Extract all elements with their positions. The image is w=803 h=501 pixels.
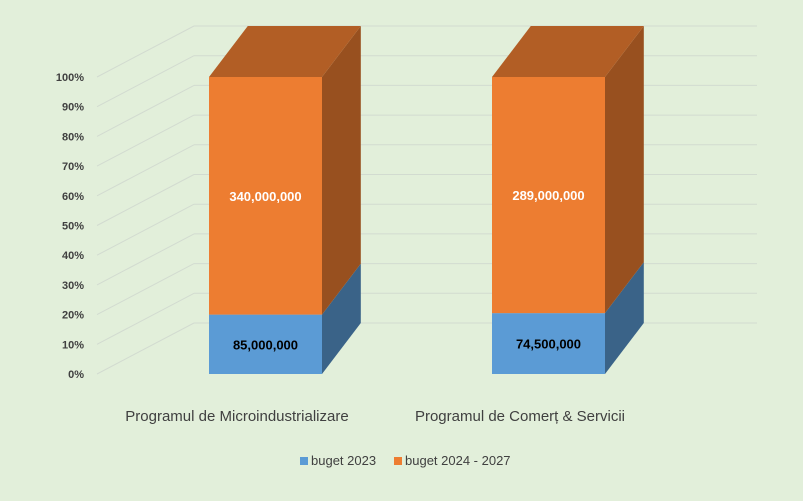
bar-segment: [209, 314, 322, 374]
legend-label: buget 2023: [311, 453, 376, 468]
data-label: 85,000,000: [233, 337, 298, 352]
gridline-side: [96, 292, 195, 345]
y-tick-label: 30%: [62, 280, 84, 292]
x-category-label: Programul de Microindustrializare: [125, 408, 348, 425]
y-tick-label: 10%: [62, 339, 84, 351]
y-tick-label: 70%: [62, 161, 84, 173]
gridline-side: [96, 263, 195, 316]
bar-segment: [492, 77, 605, 314]
bar-side-face: [605, 26, 644, 314]
y-tick-label: 20%: [62, 310, 84, 322]
gridline-side: [96, 174, 195, 226]
gridline-side: [96, 55, 195, 108]
gridline-side: [96, 144, 195, 197]
legend-swatch: [300, 457, 308, 465]
bar-top-face: [209, 26, 361, 77]
gridline-side: [96, 322, 195, 375]
gridline-side: [96, 233, 195, 286]
legend-swatch: [394, 457, 402, 465]
gridline-side: [96, 84, 195, 137]
legend-label: buget 2024 - 2027: [405, 453, 511, 468]
data-label: 74,500,000: [516, 337, 581, 352]
y-tick-label: 100%: [56, 72, 84, 84]
y-tick-label: 0%: [68, 369, 84, 381]
bar-side-face: [322, 26, 361, 315]
x-category-label: Programul de Comerț & Servicii: [415, 408, 625, 425]
gridline-side: [96, 203, 195, 256]
y-tick-label: 50%: [62, 221, 84, 233]
bar-segment: [492, 313, 605, 374]
data-label: 289,000,000: [512, 188, 584, 203]
data-label: 340,000,000: [229, 189, 301, 204]
bar-side-face: [322, 263, 361, 374]
bar-segment: [209, 77, 322, 315]
gridline-side: [96, 25, 195, 78]
bar-side-face: [605, 262, 644, 374]
y-tick-label: 80%: [62, 131, 84, 143]
y-tick-label: 90%: [62, 102, 84, 114]
y-tick-label: 60%: [62, 191, 84, 203]
bar-top-face: [492, 26, 644, 77]
y-tick-label: 40%: [62, 250, 84, 262]
gridline-side: [96, 114, 195, 167]
